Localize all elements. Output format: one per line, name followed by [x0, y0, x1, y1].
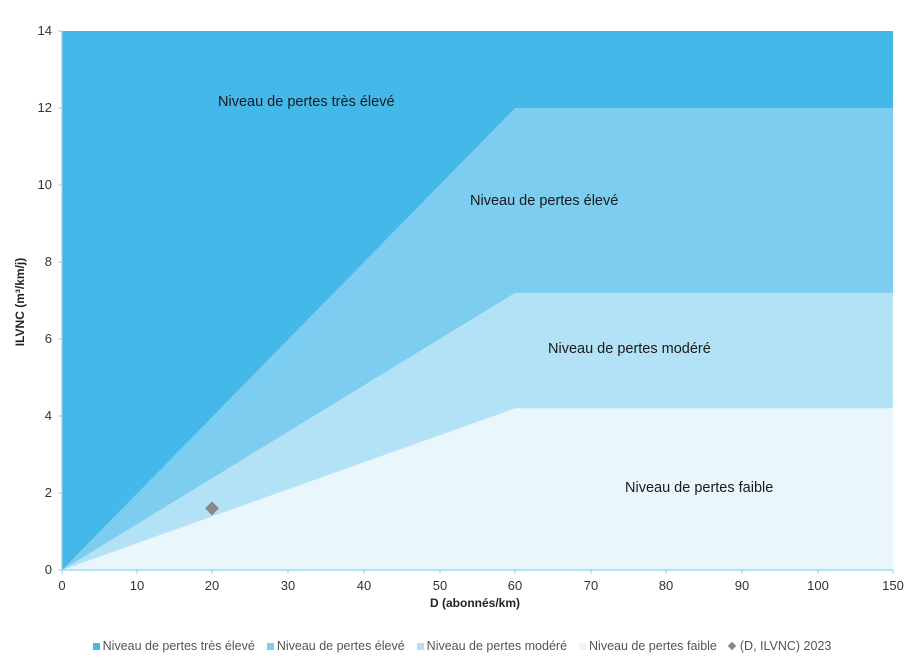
area-faible [62, 408, 893, 570]
x-tick-label: 150 [882, 578, 904, 593]
legend-item-eleve: Niveau de pertes élevé [266, 639, 405, 653]
x-tick-label: 20 [205, 578, 219, 593]
y-axis-title: ILVNC (m³/km/j) [13, 258, 27, 346]
y-tick-label: 2 [45, 485, 52, 500]
chart-legend: Niveau de pertes très élevé Niveau de per… [0, 635, 924, 657]
legend-marker-diamond [727, 641, 737, 651]
legend-swatch [266, 642, 274, 650]
x-tick-label: 60 [508, 578, 522, 593]
y-tick-label: 4 [45, 408, 52, 423]
legend-item-modere: Niveau de pertes modéré [416, 639, 568, 653]
x-tick-label: 0 [58, 578, 65, 593]
legend-label: Niveau de pertes faible [589, 639, 717, 653]
x-tick-label: 80 [659, 578, 673, 593]
x-tick-label: 40 [357, 578, 371, 593]
legend-label: Niveau de pertes élevé [276, 639, 405, 653]
region-label-tres-eleve: Niveau de pertes très élevé [218, 94, 395, 110]
y-tick-label: 10 [38, 177, 52, 192]
legend-item-tres-eleve: Niveau de pertes très élevé [92, 639, 255, 653]
legend-label: (D, ILVNC) 2023 [739, 639, 832, 653]
region-label-faible: Niveau de pertes faible [625, 480, 773, 496]
legend-swatch [416, 642, 424, 650]
y-tick-label: 14 [38, 23, 52, 38]
x-tick-label: 50 [433, 578, 447, 593]
data-point-2023 [205, 501, 219, 516]
x-tick-label: 100 [807, 578, 829, 593]
region-label-eleve: Niveau de pertes élevé [470, 193, 618, 209]
legend-swatch [92, 642, 100, 650]
x-tick-label: 10 [130, 578, 144, 593]
y-tick-label: 12 [38, 100, 52, 115]
y-tick-label: 6 [45, 331, 52, 346]
legend-label: Niveau de pertes modéré [426, 639, 568, 653]
legend-item-faible: Niveau de pertes faible [579, 639, 717, 653]
legend-item-point-2023: (D, ILVNC) 2023 [727, 639, 832, 653]
x-tick-label: 90 [735, 578, 749, 593]
legend-swatch [579, 642, 587, 650]
x-tick-label: 70 [584, 578, 598, 593]
x-axis-title: D (abonnés/km) [430, 596, 520, 610]
x-tick-label: 30 [281, 578, 295, 593]
legend-label: Niveau de pertes très élevé [102, 639, 255, 653]
region-label-modere: Niveau de pertes modéré [548, 341, 711, 357]
y-tick-label: 0 [45, 562, 52, 577]
y-tick-label: 8 [45, 254, 52, 269]
